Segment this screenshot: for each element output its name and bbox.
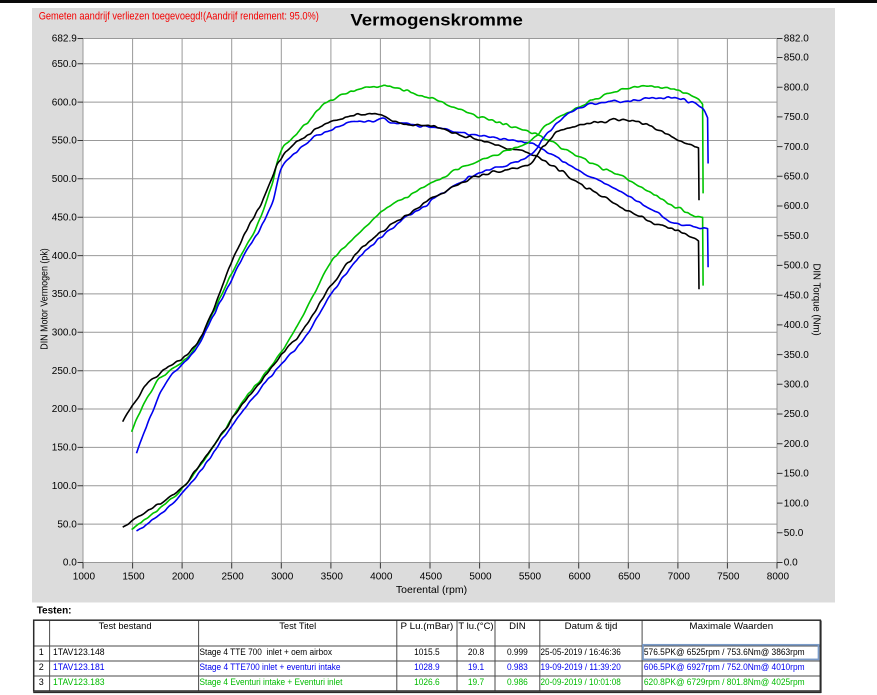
svg-text:4500: 4500 xyxy=(420,571,443,582)
svg-text:DIN Motor Vermogen (pk): DIN Motor Vermogen (pk) xyxy=(39,248,50,350)
svg-text:2: 2 xyxy=(39,662,44,672)
svg-text:7000: 7000 xyxy=(668,571,691,582)
svg-text:1015.5: 1015.5 xyxy=(414,647,440,657)
svg-text:50.0: 50.0 xyxy=(784,528,804,539)
svg-text:606.5PK@ 6927rpm / 752.0Nm@ 40: 606.5PK@ 6927rpm / 752.0Nm@ 4010rpm xyxy=(644,662,805,672)
svg-text:450.0: 450.0 xyxy=(784,290,809,301)
svg-text:882.0: 882.0 xyxy=(784,34,809,45)
svg-text:400.0: 400.0 xyxy=(52,251,77,262)
svg-text:0.986: 0.986 xyxy=(507,677,528,687)
svg-text:Testen:: Testen: xyxy=(37,606,72,617)
svg-text:Maximale Waarden: Maximale Waarden xyxy=(689,621,773,632)
svg-text:Datum & tijd: Datum & tijd xyxy=(565,621,618,632)
svg-text:DIN Torque (Nm): DIN Torque (Nm) xyxy=(811,263,822,335)
svg-text:Test bestand: Test bestand xyxy=(99,621,152,632)
svg-text:19-09-2019 / 11:39:20: 19-09-2019 / 11:39:20 xyxy=(541,662,621,672)
svg-text:1000: 1000 xyxy=(73,571,96,582)
svg-text:Gemeten aandrijf verliezen toe: Gemeten aandrijf verliezen toegevoegd!(A… xyxy=(39,11,319,23)
svg-text:1500: 1500 xyxy=(122,571,145,582)
svg-text:600.0: 600.0 xyxy=(784,201,809,212)
svg-text:P Lu.(mBar): P Lu.(mBar) xyxy=(401,621,454,632)
svg-text:1: 1 xyxy=(39,647,44,657)
svg-text:Toerental (rpm): Toerental (rpm) xyxy=(396,584,467,596)
svg-text:0.0: 0.0 xyxy=(784,558,798,569)
svg-text:550.0: 550.0 xyxy=(52,136,77,147)
svg-text:3500: 3500 xyxy=(321,571,344,582)
svg-text:600.0: 600.0 xyxy=(52,97,77,108)
svg-text:200.0: 200.0 xyxy=(784,439,809,450)
svg-text:682.9: 682.9 xyxy=(52,34,77,45)
svg-text:300.0: 300.0 xyxy=(784,380,809,391)
svg-text:5000: 5000 xyxy=(469,571,492,582)
svg-text:1026.6: 1026.6 xyxy=(414,677,440,687)
svg-text:3000: 3000 xyxy=(271,571,294,582)
svg-text:Stage 4 TTE 700 inlet + oem a: Stage 4 TTE 700 inlet + oem airbox xyxy=(200,647,333,657)
svg-text:200.0: 200.0 xyxy=(52,404,77,415)
svg-text:20-09-2019 / 10:01:08: 20-09-2019 / 10:01:08 xyxy=(541,677,621,687)
svg-text:DIN: DIN xyxy=(509,621,526,632)
svg-text:350.0: 350.0 xyxy=(52,289,77,300)
svg-text:6000: 6000 xyxy=(568,571,591,582)
svg-text:T lu.(°C): T lu.(°C) xyxy=(458,621,493,632)
svg-text:100.0: 100.0 xyxy=(784,498,809,509)
svg-text:300.0: 300.0 xyxy=(52,328,77,339)
svg-text:0.999: 0.999 xyxy=(507,647,528,657)
svg-text:250.0: 250.0 xyxy=(52,366,77,377)
svg-text:576.5PK@ 6525rpm / 753.6Nm@ 38: 576.5PK@ 6525rpm / 753.6Nm@ 3863rpm xyxy=(644,647,805,657)
svg-text:400.0: 400.0 xyxy=(784,320,809,331)
svg-text:8000: 8000 xyxy=(767,571,790,582)
svg-text:2500: 2500 xyxy=(221,571,244,582)
svg-text:25-05-2019 / 16:46:36: 25-05-2019 / 16:46:36 xyxy=(541,647,621,657)
svg-text:1TAV123.183: 1TAV123.183 xyxy=(53,677,105,687)
svg-text:650.0: 650.0 xyxy=(52,59,77,70)
svg-text:1TAV123.148: 1TAV123.148 xyxy=(53,647,105,657)
svg-text:700.0: 700.0 xyxy=(784,142,809,153)
svg-text:150.0: 150.0 xyxy=(784,469,809,480)
svg-text:50.0: 50.0 xyxy=(57,519,77,530)
svg-text:5500: 5500 xyxy=(519,571,542,582)
svg-text:500.0: 500.0 xyxy=(784,261,809,272)
svg-text:4000: 4000 xyxy=(370,571,393,582)
svg-text:0.983: 0.983 xyxy=(507,662,528,672)
svg-text:20.8: 20.8 xyxy=(468,647,484,657)
svg-text:150.0: 150.0 xyxy=(52,443,77,454)
svg-text:250.0: 250.0 xyxy=(784,409,809,420)
svg-text:850.0: 850.0 xyxy=(784,53,809,64)
svg-text:500.0: 500.0 xyxy=(52,174,77,185)
svg-text:1028.9: 1028.9 xyxy=(414,662,440,672)
svg-text:6500: 6500 xyxy=(618,571,641,582)
svg-text:7500: 7500 xyxy=(717,571,740,582)
svg-text:Stage 4 TTE700 inlet + eventur: Stage 4 TTE700 inlet + eventuri intake xyxy=(200,662,341,672)
svg-text:3: 3 xyxy=(39,677,44,687)
svg-text:0.0: 0.0 xyxy=(63,558,77,569)
svg-text:Test Titel: Test Titel xyxy=(279,621,316,632)
svg-text:650.0: 650.0 xyxy=(784,172,809,183)
svg-text:Vermogenskromme: Vermogenskromme xyxy=(350,11,522,30)
svg-text:19.7: 19.7 xyxy=(468,677,484,687)
svg-text:800.0: 800.0 xyxy=(784,82,809,93)
svg-text:550.0: 550.0 xyxy=(784,231,809,242)
svg-text:620.8PK@ 6729rpm / 801.8Nm@ 40: 620.8PK@ 6729rpm / 801.8Nm@ 4025rpm xyxy=(644,677,805,687)
svg-text:1TAV123.181: 1TAV123.181 xyxy=(53,662,105,672)
svg-text:750.0: 750.0 xyxy=(784,112,809,123)
svg-text:2000: 2000 xyxy=(172,571,195,582)
svg-text:100.0: 100.0 xyxy=(52,481,77,492)
svg-text:19.1: 19.1 xyxy=(468,662,484,672)
svg-text:450.0: 450.0 xyxy=(52,212,77,223)
svg-text:Stage 4 Eventuri intake + Even: Stage 4 Eventuri intake + Eventuri inlet xyxy=(200,677,343,687)
svg-text:350.0: 350.0 xyxy=(784,350,809,361)
